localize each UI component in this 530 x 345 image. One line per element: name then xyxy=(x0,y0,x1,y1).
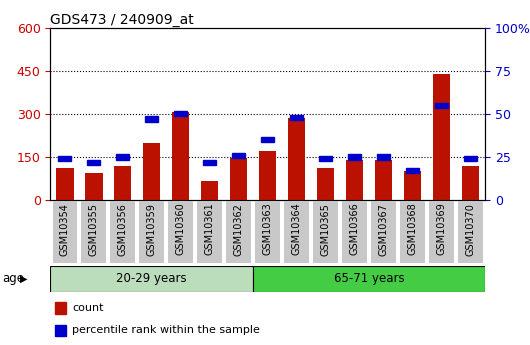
Text: GSM10368: GSM10368 xyxy=(408,203,418,255)
Text: GSM10363: GSM10363 xyxy=(263,203,272,255)
FancyBboxPatch shape xyxy=(82,201,106,263)
Text: percentile rank within the sample: percentile rank within the sample xyxy=(72,325,260,335)
FancyBboxPatch shape xyxy=(197,201,222,263)
Text: GSM10366: GSM10366 xyxy=(350,203,359,255)
Bar xyxy=(143,142,161,200)
Bar xyxy=(290,115,303,120)
FancyBboxPatch shape xyxy=(255,201,280,263)
Text: GSM10365: GSM10365 xyxy=(321,203,331,256)
FancyBboxPatch shape xyxy=(313,201,338,263)
Bar xyxy=(55,302,66,314)
Bar xyxy=(259,151,276,200)
Text: GSM10364: GSM10364 xyxy=(292,203,302,255)
Bar xyxy=(114,166,131,200)
Text: age: age xyxy=(3,272,25,285)
FancyBboxPatch shape xyxy=(429,201,454,263)
Text: GSM10354: GSM10354 xyxy=(60,203,70,256)
Bar xyxy=(348,155,361,159)
Bar xyxy=(174,111,187,117)
Bar xyxy=(319,156,332,161)
Bar xyxy=(204,159,216,165)
FancyBboxPatch shape xyxy=(400,201,425,263)
Bar xyxy=(404,171,421,200)
Bar xyxy=(462,166,479,200)
Bar xyxy=(433,73,450,200)
Text: GSM10367: GSM10367 xyxy=(378,203,388,256)
Text: GSM10361: GSM10361 xyxy=(205,203,215,255)
FancyBboxPatch shape xyxy=(284,201,309,263)
Text: GSM10362: GSM10362 xyxy=(234,203,244,256)
Text: GDS473 / 240909_at: GDS473 / 240909_at xyxy=(50,12,194,27)
Bar xyxy=(85,173,102,200)
FancyBboxPatch shape xyxy=(458,201,483,263)
Text: GSM10360: GSM10360 xyxy=(176,203,186,255)
Bar xyxy=(346,160,363,200)
Text: GSM10370: GSM10370 xyxy=(465,203,475,256)
Bar xyxy=(87,159,100,165)
Bar xyxy=(261,137,274,142)
Bar xyxy=(201,181,218,200)
Bar xyxy=(56,168,74,200)
Bar xyxy=(58,156,71,161)
FancyBboxPatch shape xyxy=(52,201,77,263)
Text: 20-29 years: 20-29 years xyxy=(117,272,187,285)
FancyBboxPatch shape xyxy=(371,201,396,263)
Text: GSM10359: GSM10359 xyxy=(147,203,157,256)
Text: GSM10356: GSM10356 xyxy=(118,203,128,256)
Bar xyxy=(117,155,129,159)
FancyBboxPatch shape xyxy=(139,201,164,263)
Text: GSM10369: GSM10369 xyxy=(437,203,446,255)
Text: GSM10355: GSM10355 xyxy=(89,203,99,256)
FancyBboxPatch shape xyxy=(342,201,367,263)
Bar xyxy=(253,266,485,292)
Text: ▶: ▶ xyxy=(20,274,28,284)
Bar xyxy=(288,118,305,200)
Bar xyxy=(375,160,392,200)
Bar xyxy=(55,325,66,336)
Bar xyxy=(406,168,419,173)
FancyBboxPatch shape xyxy=(169,201,193,263)
FancyBboxPatch shape xyxy=(110,201,135,263)
Bar xyxy=(464,156,477,161)
Bar xyxy=(232,152,245,158)
Bar xyxy=(172,112,189,200)
Bar xyxy=(435,103,448,108)
FancyBboxPatch shape xyxy=(226,201,251,263)
Bar xyxy=(317,168,334,200)
Bar xyxy=(50,266,253,292)
Bar xyxy=(377,155,390,159)
Bar xyxy=(230,158,248,200)
Text: 65-71 years: 65-71 years xyxy=(334,272,404,285)
Bar xyxy=(145,117,158,122)
Text: count: count xyxy=(72,303,103,313)
